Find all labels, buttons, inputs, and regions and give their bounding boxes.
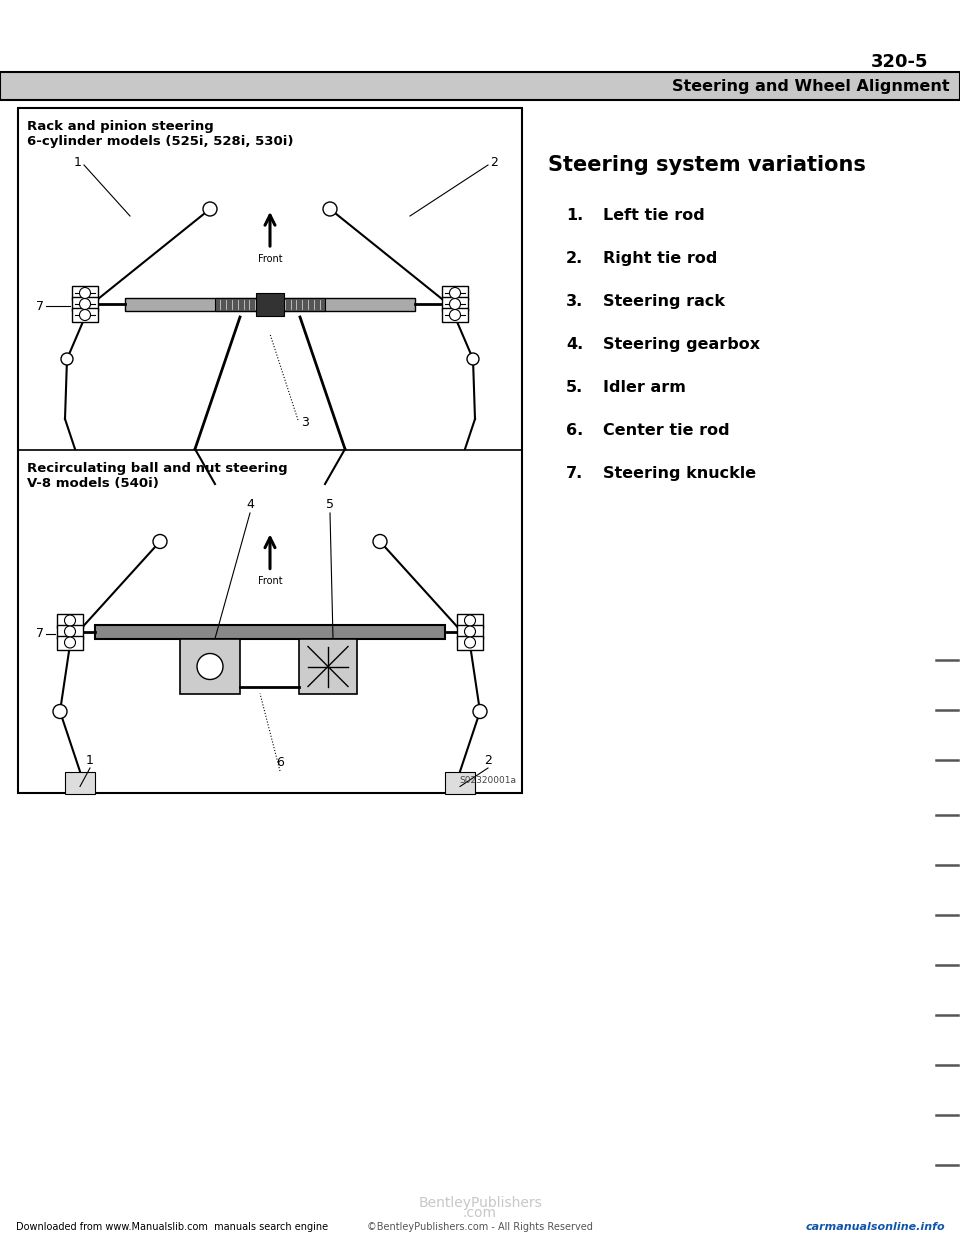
Circle shape (323, 202, 337, 216)
Text: Steering gearbox: Steering gearbox (603, 337, 760, 351)
Bar (65, 771, 95, 794)
Text: ©BentleyPublishers.com - All Rights Reserved: ©BentleyPublishers.com - All Rights Rese… (367, 1222, 593, 1232)
Text: Recirculating ball and nut steering: Recirculating ball and nut steering (27, 462, 288, 474)
Bar (0, 72, 960, 101)
Text: BentleyPublishers: BentleyPublishers (419, 1196, 541, 1210)
Bar (72, 286, 98, 301)
Text: Front: Front (257, 255, 282, 265)
Text: 7: 7 (36, 299, 44, 313)
Bar (299, 638, 357, 694)
Circle shape (153, 534, 167, 549)
Circle shape (64, 615, 76, 626)
Bar (125, 298, 415, 310)
Circle shape (465, 637, 475, 648)
Text: Downloaded from www.Manualslib.com  manuals search engine: Downloaded from www.Manualslib.com manua… (16, 1222, 328, 1232)
Text: Steering rack: Steering rack (603, 294, 725, 309)
Circle shape (53, 704, 67, 719)
Text: Center tie rod: Center tie rod (603, 424, 730, 438)
Bar (442, 297, 468, 310)
Text: 2: 2 (484, 754, 492, 766)
Circle shape (61, 353, 73, 365)
Text: 7.: 7. (566, 466, 584, 481)
Text: 2: 2 (490, 156, 498, 169)
Bar (256, 293, 284, 315)
Text: 3.: 3. (566, 294, 584, 309)
Text: V-8 models (540i): V-8 models (540i) (27, 477, 158, 491)
Text: Rack and pinion steering: Rack and pinion steering (27, 120, 214, 133)
Bar (57, 636, 83, 650)
Bar (215, 298, 325, 310)
Bar (95, 625, 445, 638)
Text: .com: .com (463, 1206, 497, 1220)
Bar (57, 625, 83, 638)
Circle shape (80, 309, 90, 320)
Text: 5.: 5. (566, 380, 584, 395)
Bar (442, 308, 468, 322)
Bar (57, 614, 83, 627)
Text: 320-5: 320-5 (871, 53, 928, 71)
Bar (442, 286, 468, 301)
Circle shape (449, 298, 461, 309)
Circle shape (64, 637, 76, 648)
Text: S02320001a: S02320001a (459, 776, 516, 785)
Text: 2.: 2. (566, 251, 584, 266)
Circle shape (64, 626, 76, 637)
Circle shape (80, 287, 90, 298)
Text: Right tie rod: Right tie rod (603, 251, 717, 266)
Bar (18, 108, 522, 792)
Text: 6: 6 (276, 756, 284, 770)
Circle shape (473, 704, 487, 719)
Text: 4: 4 (246, 498, 254, 512)
Text: carmanualsonline.info: carmanualsonline.info (805, 1222, 945, 1232)
Text: 6-cylinder models (525i, 528i, 530i): 6-cylinder models (525i, 528i, 530i) (27, 135, 294, 148)
Bar (457, 614, 483, 627)
Circle shape (465, 626, 475, 637)
Text: 1.: 1. (566, 207, 584, 224)
Circle shape (449, 309, 461, 320)
Text: Steering system variations: Steering system variations (548, 155, 866, 175)
Text: 5: 5 (326, 498, 334, 512)
Text: Steering and Wheel Alignment: Steering and Wheel Alignment (672, 78, 950, 93)
Text: Front: Front (257, 576, 282, 586)
Bar (72, 308, 98, 322)
Text: Steering knuckle: Steering knuckle (603, 466, 756, 481)
Circle shape (467, 353, 479, 365)
Text: 6.: 6. (566, 424, 584, 438)
Text: 1: 1 (74, 156, 82, 169)
Text: 7: 7 (36, 627, 44, 640)
Bar (457, 625, 483, 638)
Text: 4.: 4. (566, 337, 584, 351)
Circle shape (373, 534, 387, 549)
Circle shape (465, 615, 475, 626)
Circle shape (203, 202, 217, 216)
Bar (445, 771, 475, 794)
Bar (457, 636, 483, 650)
Bar (180, 638, 240, 694)
Circle shape (80, 298, 90, 309)
Text: Idler arm: Idler arm (603, 380, 685, 395)
Bar (72, 297, 98, 310)
Circle shape (449, 287, 461, 298)
Text: Left tie rod: Left tie rod (603, 207, 705, 224)
Circle shape (197, 653, 223, 679)
Text: 3: 3 (301, 416, 309, 428)
Text: 1: 1 (86, 754, 94, 766)
